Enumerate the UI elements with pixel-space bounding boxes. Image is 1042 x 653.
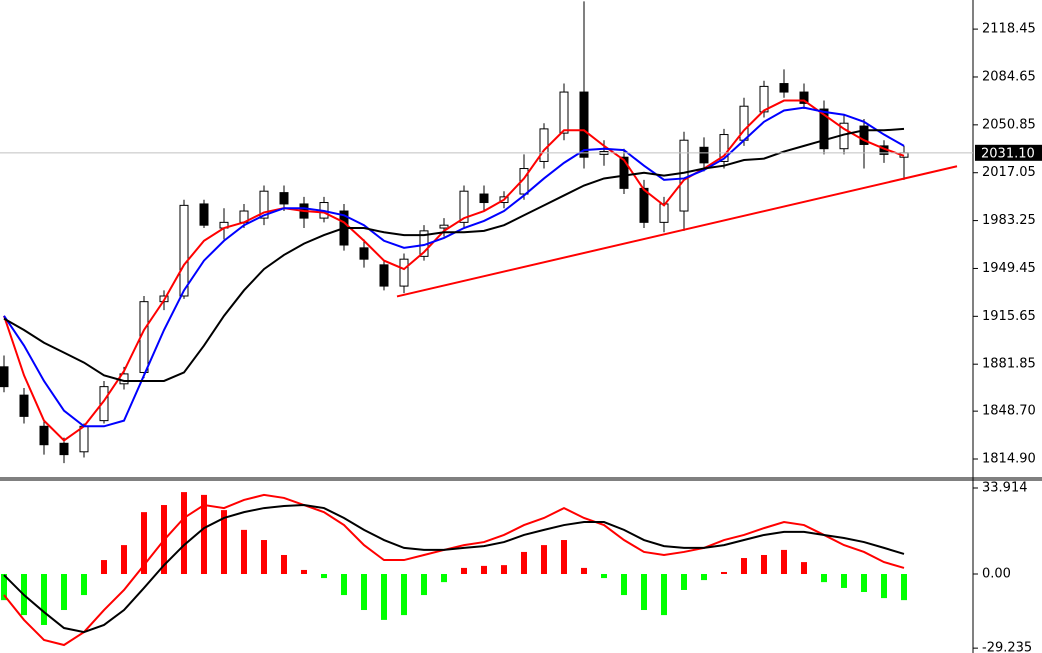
histogram-bar <box>561 540 567 575</box>
candle-body <box>439 224 449 229</box>
candle-body <box>59 442 69 456</box>
y-tick-label: 1949.45 <box>982 261 1036 276</box>
candle-body <box>0 366 9 388</box>
histogram-bar <box>141 512 147 575</box>
histogram-bar <box>241 529 247 575</box>
histogram-bar <box>581 567 587 575</box>
histogram-bar <box>401 574 407 616</box>
current-price-label: 2031.10 <box>981 146 1035 161</box>
candle-body <box>359 247 369 260</box>
histogram-bar <box>361 574 367 611</box>
moving-average-line <box>3 99 905 442</box>
histogram-bar <box>521 551 527 575</box>
y-tick-label: 1814.90 <box>982 452 1036 467</box>
trendline <box>396 165 958 298</box>
histogram-bar <box>541 545 547 575</box>
histogram-bar <box>881 574 887 599</box>
histogram-bar <box>281 554 287 575</box>
y-tick-label: 2017.05 <box>982 165 1036 180</box>
candle-body <box>699 146 709 164</box>
candle-body <box>39 425 49 446</box>
histogram-bar <box>761 554 767 575</box>
candle-body <box>579 91 589 158</box>
histogram-bar <box>861 574 867 593</box>
candle-body <box>399 258 409 287</box>
histogram-bar <box>81 574 87 596</box>
histogram-bar <box>501 565 507 575</box>
candle-body <box>259 190 269 219</box>
histogram-bar <box>261 540 267 575</box>
candle-body <box>99 386 109 422</box>
histogram-bar <box>841 574 847 588</box>
indicator-line <box>3 493 905 647</box>
histogram-bar <box>181 492 187 575</box>
histogram-bar <box>61 574 67 611</box>
histogram-bar <box>721 571 727 575</box>
histogram-bar <box>301 569 307 575</box>
histogram-bar <box>741 558 747 575</box>
histogram-bar <box>441 574 447 583</box>
histogram-bar <box>641 574 647 611</box>
candle-body <box>199 203 209 226</box>
y-tick-label: 2084.65 <box>982 69 1036 84</box>
candle-body <box>179 204 189 297</box>
histogram-bar <box>681 574 687 590</box>
histogram-bar <box>341 574 347 596</box>
histogram-bar <box>41 574 47 625</box>
y-tick-label: 1915.65 <box>982 309 1036 324</box>
candle-body <box>79 425 89 453</box>
candle-body <box>819 108 829 150</box>
histogram-bar <box>221 510 227 575</box>
histogram-bar <box>801 562 807 575</box>
candle-body <box>379 264 389 287</box>
y-tick-label: -29.235 <box>982 641 1032 653</box>
histogram-bar <box>481 565 487 575</box>
histogram-bar <box>421 574 427 596</box>
candle-body <box>559 91 569 134</box>
histogram-bar <box>121 545 127 575</box>
indicator-line <box>3 504 905 634</box>
y-tick-label: 2118.45 <box>982 22 1036 37</box>
y-tick-label: 0.00 <box>982 567 1011 582</box>
y-tick-label: 1881.85 <box>982 357 1036 372</box>
histogram-bar <box>101 560 107 575</box>
candle-body <box>759 85 769 113</box>
candle-body <box>539 128 549 162</box>
candle-body <box>799 91 809 104</box>
candle-body <box>279 192 289 205</box>
candle-body <box>619 156 629 189</box>
current-price-box <box>975 144 1042 161</box>
y-tick-label: 33.914 <box>982 481 1028 496</box>
histogram-bar <box>601 574 607 579</box>
candle-body <box>459 190 469 223</box>
candle-body <box>679 139 689 212</box>
candle-body <box>639 187 649 223</box>
y-tick-label: 2050.85 <box>982 117 1036 132</box>
histogram-bar <box>201 494 207 575</box>
candle-body <box>719 134 729 162</box>
histogram-bar <box>321 574 327 579</box>
histogram-bar <box>701 574 707 581</box>
histogram-bar <box>461 567 467 575</box>
candle-body <box>859 125 869 145</box>
histogram-bar <box>781 549 787 575</box>
histogram-bar <box>821 574 827 583</box>
candle-body <box>479 193 489 204</box>
histogram-bar <box>621 574 627 596</box>
candle-body <box>19 394 29 417</box>
histogram-bar <box>381 574 387 620</box>
candle-body <box>659 203 669 223</box>
y-tick-label: 1983.25 <box>982 213 1036 228</box>
moving-average-line <box>3 127 905 382</box>
histogram-bar <box>901 574 907 601</box>
candle-body <box>779 83 789 93</box>
y-tick-label: 1848.70 <box>982 404 1036 419</box>
histogram-bar <box>1 574 7 601</box>
histogram-bar <box>661 574 667 616</box>
